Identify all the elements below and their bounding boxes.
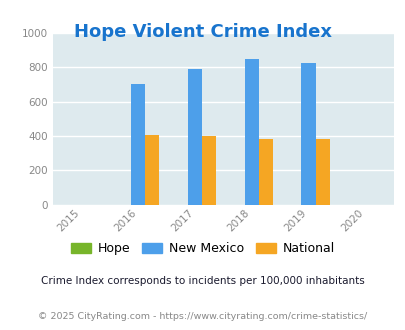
- Bar: [315, 139, 329, 205]
- Bar: [258, 139, 272, 205]
- Text: Hope Violent Crime Index: Hope Violent Crime Index: [74, 23, 331, 41]
- Bar: [145, 135, 159, 205]
- Text: © 2025 CityRating.com - https://www.cityrating.com/crime-statistics/: © 2025 CityRating.com - https://www.city…: [38, 312, 367, 321]
- Bar: [187, 69, 201, 205]
- Bar: [201, 136, 215, 205]
- Text: Crime Index corresponds to incidents per 100,000 inhabitants: Crime Index corresponds to incidents per…: [41, 276, 364, 285]
- Bar: [130, 84, 145, 205]
- Bar: [301, 63, 315, 205]
- Bar: [244, 59, 258, 205]
- Legend: Hope, New Mexico, National: Hope, New Mexico, National: [66, 237, 339, 260]
